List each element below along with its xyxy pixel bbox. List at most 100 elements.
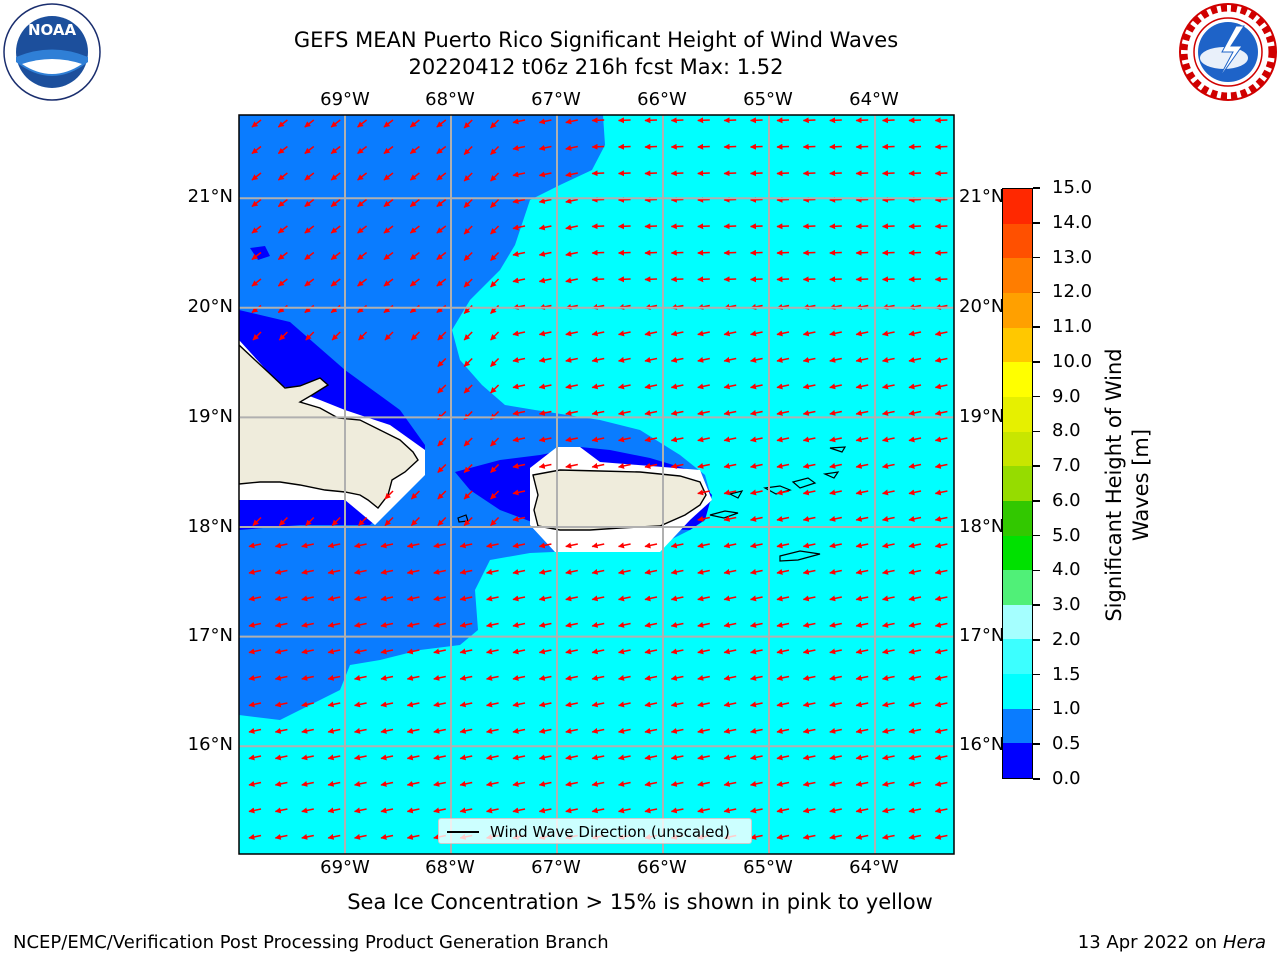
wave-direction-arrow	[855, 727, 869, 734]
wave-direction-arrow	[750, 807, 763, 814]
wave-direction-arrow	[802, 701, 816, 708]
wave-direction-arrow	[591, 196, 605, 203]
wave-direction-arrow	[406, 754, 420, 761]
wave-direction-arrow	[354, 754, 367, 761]
wave-direction-arrow	[433, 542, 446, 549]
wave-direction-arrow	[354, 701, 367, 708]
wave-direction-arrow	[618, 754, 631, 761]
colorbar-tick-label: 1.5	[1052, 663, 1081, 685]
wave-direction-arrow	[644, 807, 658, 814]
wave-direction-arrow	[829, 648, 842, 655]
wave-direction-arrow	[697, 196, 710, 203]
colorbar-segment	[1003, 327, 1032, 363]
wave-direction-arrow	[459, 568, 473, 575]
wave-direction-arrow	[908, 489, 922, 496]
wave-direction-arrow	[406, 674, 420, 681]
wave-direction-arrow	[305, 331, 315, 341]
wave-direction-arrow	[512, 330, 526, 337]
wave-direction-arrow	[908, 409, 922, 416]
wave-direction-arrow	[409, 119, 420, 128]
wave-direction-arrow	[248, 542, 262, 549]
colorbar-segment	[1003, 535, 1032, 571]
wave-direction-arrow	[538, 701, 552, 708]
wave-direction-arrow	[591, 621, 605, 628]
wave-direction-arrow	[776, 701, 790, 708]
wave-direction-arrow	[591, 727, 605, 734]
nws-logo	[1178, 2, 1278, 102]
wave-direction-arrow	[274, 780, 288, 787]
colorbar-tick-label: 0.0	[1052, 768, 1081, 789]
wave-direction-arrow	[618, 143, 631, 150]
colorbar-tick	[1033, 222, 1040, 224]
wave-direction-arrow	[409, 304, 420, 314]
wave-direction-arrow	[538, 754, 552, 761]
wave-direction-arrow	[277, 251, 288, 261]
wave-direction-arrow	[750, 489, 763, 496]
wave-direction-arrow	[565, 780, 578, 787]
wave-direction-arrow	[934, 807, 948, 814]
wave-direction-arrow	[357, 251, 368, 261]
wave-direction-arrow	[591, 436, 605, 443]
wave-direction-arrow	[697, 780, 710, 787]
wave-direction-arrow	[908, 117, 922, 124]
wave-direction-arrow	[277, 198, 288, 208]
wave-direction-arrow	[750, 515, 763, 522]
wave-direction-arrow	[882, 249, 895, 256]
wave-direction-arrow	[301, 595, 314, 602]
wave-direction-arrow	[486, 780, 499, 787]
wave-direction-arrow	[802, 674, 816, 681]
wave-direction-arrow	[776, 249, 790, 256]
wave-direction-arrow	[618, 196, 631, 203]
wave-direction-arrow	[618, 701, 631, 708]
wave-direction-arrow	[776, 727, 790, 734]
wave-direction-arrow	[406, 542, 420, 549]
wave-direction-arrow	[301, 621, 314, 628]
wave-direction-arrow	[354, 807, 367, 814]
wave-direction-arrow	[251, 251, 262, 261]
wave-direction-arrow	[802, 276, 816, 283]
wave-direction-arrow	[277, 119, 288, 128]
wave-direction-arrow	[855, 117, 869, 124]
wave-direction-arrow	[644, 436, 658, 443]
wave-direction-arrow	[512, 118, 526, 125]
wave-direction-arrow	[882, 489, 895, 496]
wave-direction-arrow	[618, 383, 631, 390]
wave-direction-arrow	[723, 621, 737, 628]
wave-direction-arrow	[644, 674, 658, 681]
colorbar-tick-label: 10.0	[1052, 350, 1093, 372]
wave-direction-arrow	[459, 754, 473, 761]
wave-direction-arrow	[406, 807, 420, 814]
wave-direction-arrow	[670, 462, 684, 469]
noaa-logo-text: NOAA	[28, 21, 77, 39]
map-frame	[238, 114, 955, 855]
wave-direction-arrow	[437, 357, 447, 368]
wave-direction-arrow	[802, 170, 816, 177]
wave-direction-arrow	[433, 701, 446, 708]
wave-direction-arrow	[776, 356, 790, 363]
wave-direction-arrow	[750, 780, 763, 787]
wave-direction-arrow	[277, 278, 288, 287]
colorbar-segment	[1003, 639, 1032, 675]
wave-direction-arrow	[670, 196, 684, 203]
wave-direction-arrow	[750, 117, 763, 124]
wave-direction-arrow	[776, 648, 790, 655]
wave-direction-arrow	[591, 701, 605, 708]
wave-direction-arrow	[670, 648, 684, 655]
wave-direction-arrow	[301, 701, 314, 708]
wave-direction-arrow	[644, 727, 658, 734]
colorbar-tick	[1033, 291, 1040, 294]
wave-direction-arrow	[512, 674, 526, 681]
colorbar-tick-label: 15.0	[1052, 177, 1093, 198]
wave-direction-arrow	[750, 276, 763, 283]
wave-direction-arrow	[248, 621, 262, 628]
colorbar-tick	[1033, 778, 1040, 780]
wave-direction-arrow	[251, 225, 262, 234]
wave-direction-arrow	[882, 754, 895, 761]
wave-direction-arrow	[459, 807, 473, 814]
wave-direction-arrow	[908, 701, 922, 708]
wave-direction-arrow	[855, 249, 869, 256]
wave-direction-arrow	[406, 780, 420, 787]
wave-direction-arrow	[882, 621, 895, 628]
lon-label-bottom: 68°W	[425, 857, 475, 878]
wave-direction-arrow	[251, 119, 262, 128]
